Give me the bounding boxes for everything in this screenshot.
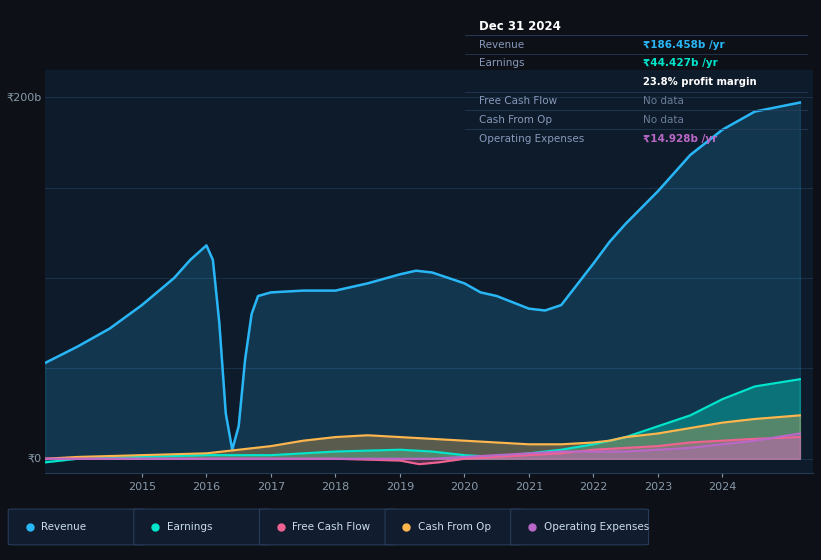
Text: Revenue: Revenue — [479, 40, 524, 49]
Text: No data: No data — [644, 115, 684, 125]
Text: ₹44.427b /yr: ₹44.427b /yr — [644, 58, 718, 68]
FancyBboxPatch shape — [385, 509, 523, 545]
Text: ₹14.928b /yr: ₹14.928b /yr — [644, 134, 718, 143]
Text: Free Cash Flow: Free Cash Flow — [292, 522, 370, 532]
Text: Revenue: Revenue — [41, 522, 86, 532]
FancyBboxPatch shape — [8, 509, 146, 545]
Text: ₹0: ₹0 — [27, 454, 41, 464]
Text: Free Cash Flow: Free Cash Flow — [479, 96, 557, 106]
FancyBboxPatch shape — [259, 509, 397, 545]
Text: Cash From Op: Cash From Op — [479, 115, 552, 125]
Text: No data: No data — [644, 96, 684, 106]
Text: Operating Expenses: Operating Expenses — [544, 522, 649, 532]
Text: 23.8% profit margin: 23.8% profit margin — [644, 77, 757, 87]
FancyBboxPatch shape — [134, 509, 272, 545]
Text: Earnings: Earnings — [167, 522, 212, 532]
Text: Earnings: Earnings — [479, 58, 525, 68]
Text: Operating Expenses: Operating Expenses — [479, 134, 584, 143]
FancyBboxPatch shape — [511, 509, 649, 545]
Text: ₹186.458b /yr: ₹186.458b /yr — [644, 40, 725, 49]
Text: Dec 31 2024: Dec 31 2024 — [479, 20, 561, 33]
Text: ₹200b: ₹200b — [6, 92, 41, 102]
Text: Cash From Op: Cash From Op — [418, 522, 491, 532]
